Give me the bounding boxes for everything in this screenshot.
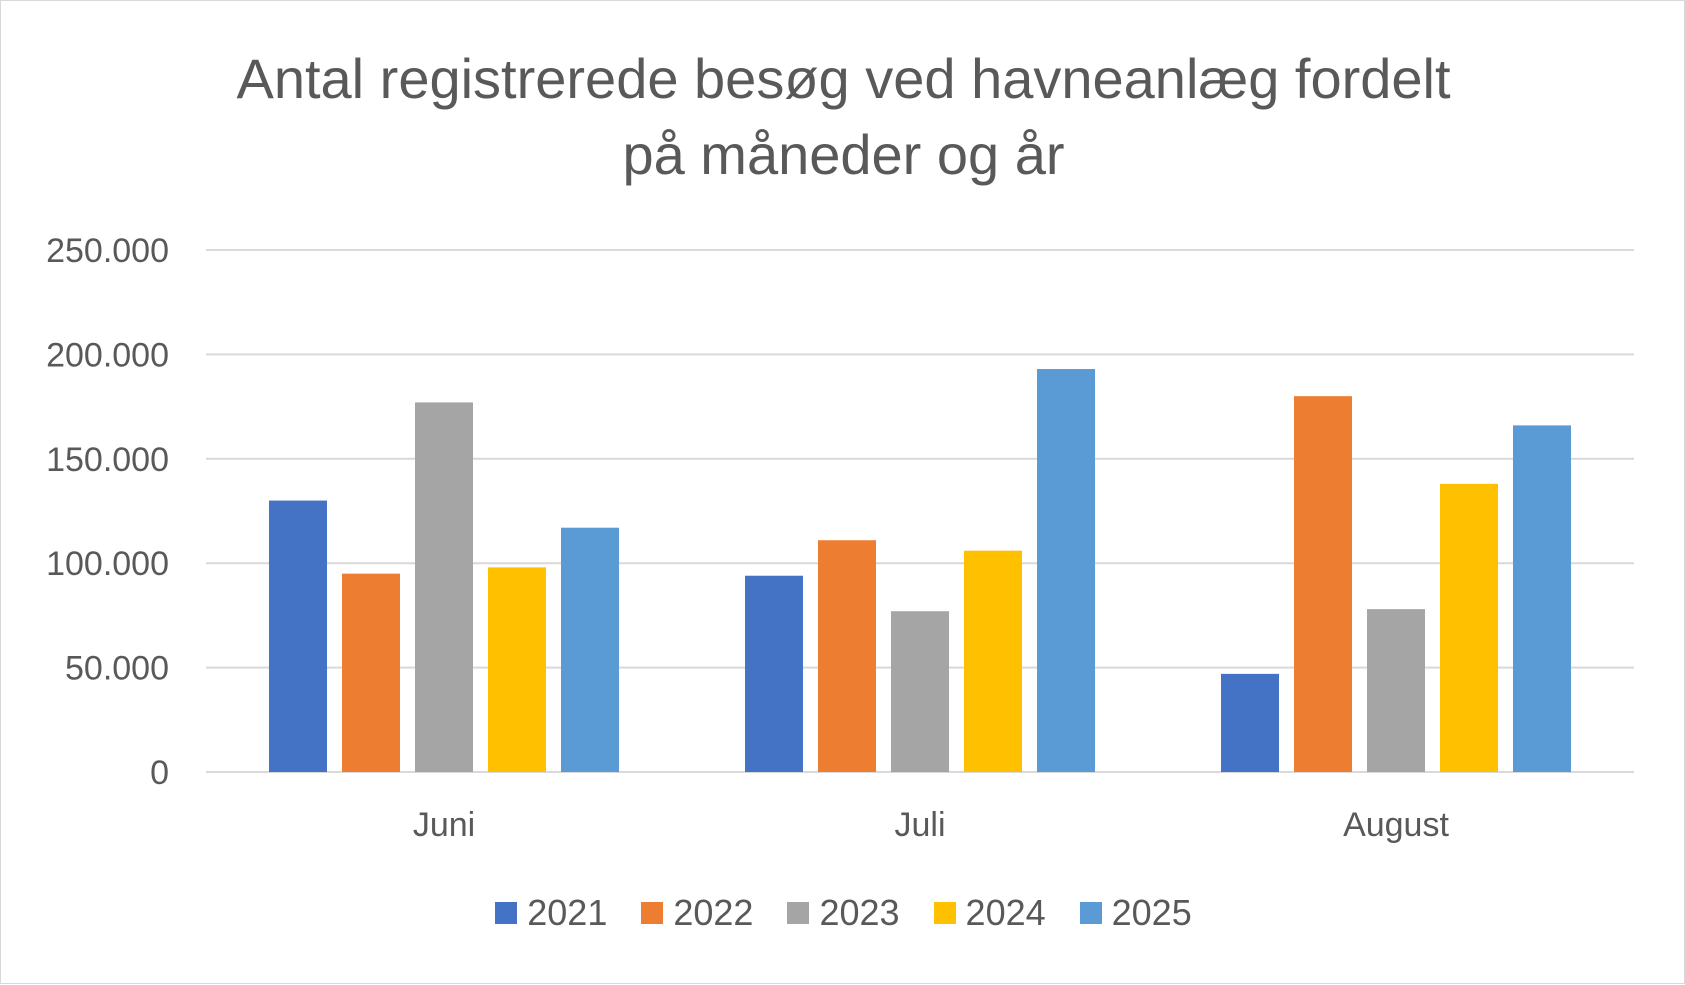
- x-tick-label: August: [1343, 806, 1449, 844]
- legend-swatch: [787, 902, 810, 924]
- legend-label: 2023: [819, 892, 900, 933]
- legend-label: 2022: [673, 892, 754, 933]
- bar-juli-2025: [1037, 369, 1095, 772]
- chart-title-line-1: Antal registrerede besøg ved havneanlæg …: [236, 47, 1451, 110]
- bar-august-2023: [1367, 609, 1425, 772]
- bar-juni-2024: [488, 567, 546, 772]
- bar-juli-2024: [964, 550, 1022, 772]
- legend-label: 2024: [965, 892, 1046, 933]
- legend-label: 2025: [1111, 892, 1192, 933]
- legend-item-2025: 2025: [1079, 892, 1192, 934]
- bar-juni-2021: [269, 500, 327, 772]
- bar-juli-2022: [818, 540, 876, 772]
- y-tick-label: 250.000: [46, 232, 169, 270]
- bar-juli-2021: [745, 575, 803, 772]
- x-tick-label: Juni: [413, 806, 475, 844]
- chart-title-line-2: på måneder og år: [622, 123, 1065, 186]
- bar-august-2021: [1221, 673, 1279, 772]
- chart-legend: 2021 2022 2023 2024 2025: [1, 892, 1685, 934]
- legend-swatch: [495, 902, 518, 924]
- y-tick-label: 150.000: [46, 441, 169, 479]
- legend-swatch: [641, 902, 664, 924]
- bar-juli-2023: [891, 611, 949, 772]
- y-tick-label: 0: [150, 754, 169, 792]
- legend-swatch: [933, 902, 956, 924]
- legend-item-2024: 2024: [933, 892, 1046, 934]
- legend-item-2023: 2023: [787, 892, 900, 934]
- bar-juni-2023: [415, 402, 473, 772]
- legend-swatch: [1079, 902, 1102, 924]
- bar-juni-2022: [342, 573, 400, 772]
- bar-juni-2025: [561, 527, 619, 772]
- chart-title: Antal registrerede besøg ved havneanlæg …: [1, 41, 1685, 193]
- bar-august-2022: [1294, 396, 1352, 772]
- legend-label: 2021: [527, 892, 608, 933]
- legend-item-2021: 2021: [495, 892, 607, 934]
- x-tick-label: Juli: [894, 806, 945, 844]
- bar-august-2024: [1440, 483, 1498, 772]
- legend-item-2022: 2022: [641, 892, 753, 934]
- y-tick-label: 200.000: [46, 336, 169, 374]
- y-tick-label: 100.000: [46, 545, 169, 583]
- bar-august-2025: [1513, 425, 1571, 772]
- y-tick-label: 50.000: [65, 650, 169, 688]
